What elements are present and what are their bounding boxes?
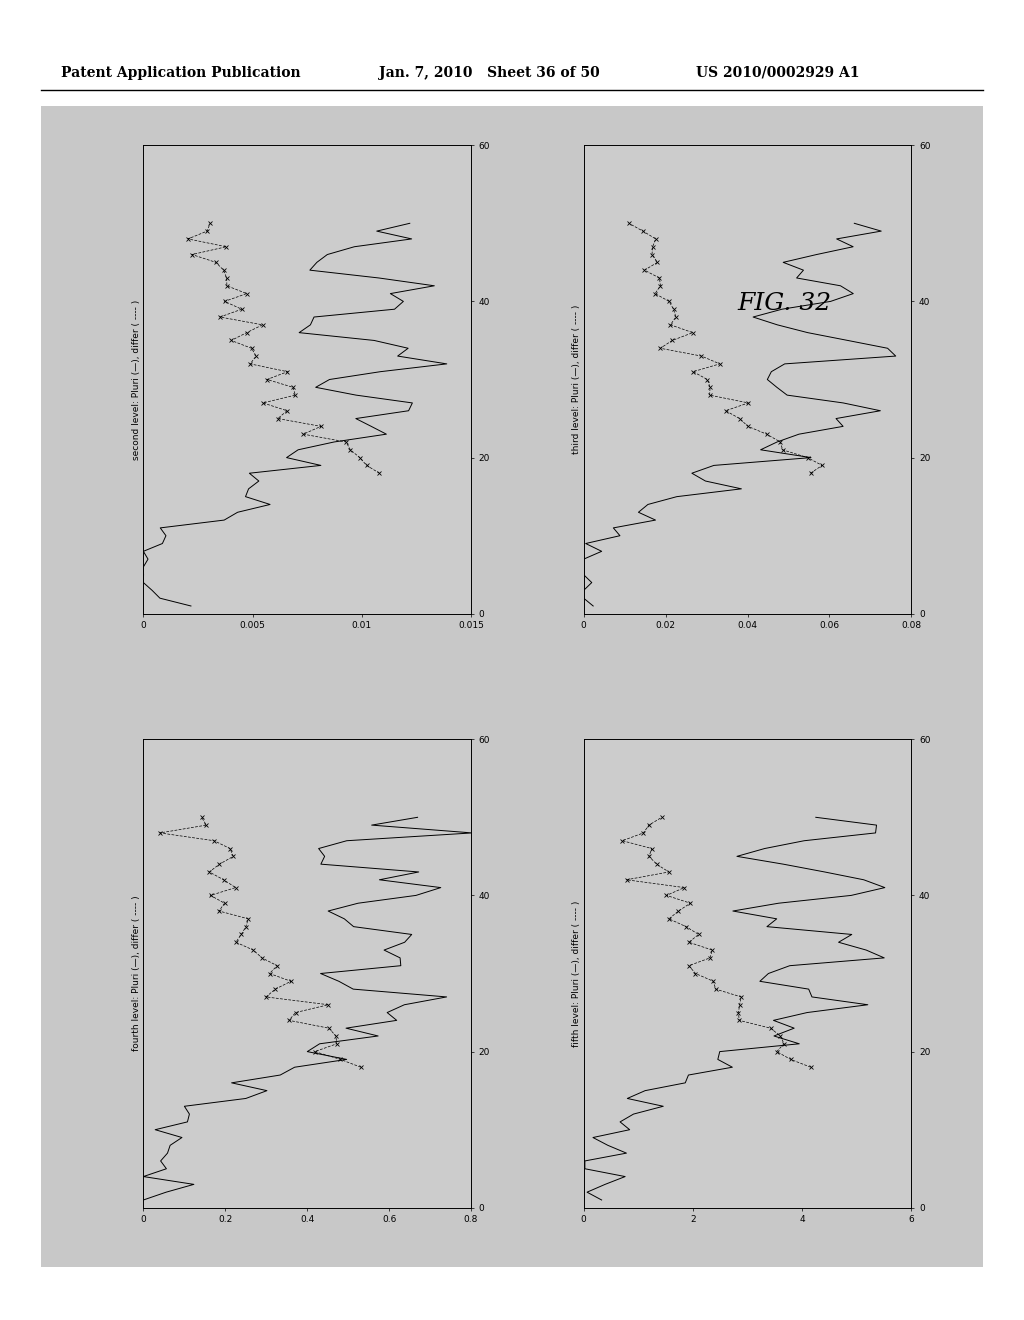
Text: Jan. 7, 2010   Sheet 36 of 50: Jan. 7, 2010 Sheet 36 of 50 <box>379 66 600 79</box>
Text: FIG. 32: FIG. 32 <box>737 292 831 315</box>
Text: Patent Application Publication: Patent Application Publication <box>61 66 301 79</box>
Y-axis label: fourth level: Pluri (—), differ ( ---- ): fourth level: Pluri (—), differ ( ---- ) <box>131 896 140 1051</box>
Text: US 2010/0002929 A1: US 2010/0002929 A1 <box>696 66 860 79</box>
Y-axis label: fifth level: Pluri (—), differ ( ---- ): fifth level: Pluri (—), differ ( ---- ) <box>571 900 581 1047</box>
Y-axis label: third level: Pluri (—), differ ( ---- ): third level: Pluri (—), differ ( ---- ) <box>571 305 581 454</box>
Y-axis label: second level: Pluri (—), differ ( ---- ): second level: Pluri (—), differ ( ---- ) <box>131 300 140 459</box>
